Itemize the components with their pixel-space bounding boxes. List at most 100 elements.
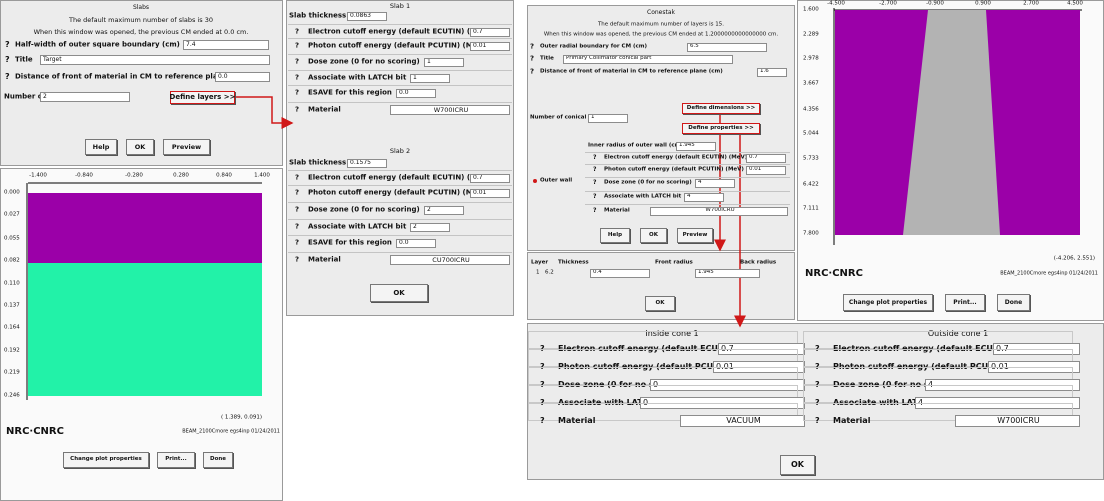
input-field[interactable]: 4 xyxy=(695,178,735,188)
button[interactable]: Done xyxy=(997,294,1030,311)
field-label: Photon cutoff energy (default PCUTIN) (M… xyxy=(308,188,487,197)
input-field[interactable]: 0.4 xyxy=(590,268,650,278)
dropdown[interactable]: W700ICRU xyxy=(390,105,510,115)
button[interactable]: Help xyxy=(600,228,630,243)
cursor-readout: ( 1.389, 0.091) xyxy=(220,414,262,421)
section-title: Slab 1 xyxy=(389,1,411,10)
dropdown[interactable]: W700ICRU xyxy=(955,415,1080,427)
button[interactable]: Preview xyxy=(677,228,713,243)
field-label: Material xyxy=(308,105,341,114)
help-mark: ? xyxy=(593,154,597,161)
logo: NRC·CNRC xyxy=(6,426,64,437)
x-tick-label: 0.280 xyxy=(173,172,189,179)
input-field[interactable]: 1.945 xyxy=(676,141,716,151)
input-field[interactable]: 0.01 xyxy=(746,165,786,175)
input-field[interactable]: 1.6 xyxy=(757,67,787,77)
input-field[interactable]: 0.01 xyxy=(470,188,510,198)
button[interactable]: OK xyxy=(126,139,154,155)
dropdown[interactable]: VACUUM xyxy=(680,415,805,427)
field-label: Material xyxy=(833,416,871,425)
field-label: Half-width of outer square boundary (cm) xyxy=(15,40,180,49)
x-tick-label: -1.400 xyxy=(29,172,47,179)
input-field[interactable]: 4 xyxy=(684,192,724,202)
help-mark: ? xyxy=(295,188,300,197)
field-label: Photon cutoff energy (default PCUTIN) (M… xyxy=(604,166,744,173)
help-mark: ? xyxy=(815,362,820,371)
separator xyxy=(585,164,790,165)
dropdown[interactable]: W700ICRU xyxy=(650,206,788,216)
define-button[interactable]: Define dimensions >> xyxy=(682,103,760,114)
dialog-title: Conestak xyxy=(647,9,675,16)
input-field[interactable]: 0.0 xyxy=(215,72,270,82)
help-mark: ? xyxy=(593,207,597,214)
field-label: Material xyxy=(308,255,341,264)
field-label: ESAVE for this region xyxy=(308,88,392,97)
y-tick-label: 5.044 xyxy=(803,130,819,137)
define-button[interactable]: Define properties >> xyxy=(682,123,760,134)
input-field[interactable]: 1 xyxy=(410,73,450,83)
separator xyxy=(288,70,512,71)
separator xyxy=(288,102,512,103)
input-field[interactable]: 1 xyxy=(588,113,628,123)
input-field[interactable]: 2 xyxy=(40,92,130,102)
button[interactable]: Print... xyxy=(945,294,985,311)
button[interactable]: OK xyxy=(645,296,675,311)
input-field[interactable]: 1.945 xyxy=(695,268,760,278)
cell: 6.2 xyxy=(545,269,554,276)
help-mark: ? xyxy=(530,42,535,51)
input-field[interactable]: 0.7 xyxy=(746,153,786,163)
input-field[interactable]: Target xyxy=(40,55,270,65)
dropdown[interactable]: CU700ICRU xyxy=(390,255,510,265)
input-field[interactable]: Primary Collimator conical part xyxy=(563,54,733,64)
help-mark: ? xyxy=(295,27,300,36)
button[interactable]: OK xyxy=(640,228,667,243)
button[interactable]: Print... xyxy=(157,452,195,468)
button[interactable]: Help xyxy=(85,139,117,155)
field-label: Title xyxy=(15,55,33,64)
column-header: Thickness xyxy=(558,259,589,266)
bullet xyxy=(533,179,537,183)
field-label: Slab thickness (cm) xyxy=(289,11,367,20)
input-field[interactable]: 0.0 xyxy=(396,88,436,98)
button[interactable]: OK xyxy=(370,284,428,302)
help-mark: ? xyxy=(295,205,300,214)
info-text: The default maximum number of layers is … xyxy=(597,21,725,28)
button[interactable]: Preview xyxy=(163,139,210,155)
section-title: Slab 2 xyxy=(389,146,411,155)
field-label: Inner radius of outer wall (cm) xyxy=(588,142,683,149)
x-tick-label: -0.840 xyxy=(75,172,93,179)
input-field[interactable]: 0.0863 xyxy=(347,11,387,21)
stamp: BEAM_2100Cmore egs4inp 01/24/2011 xyxy=(1000,270,1098,277)
y-tick-label: 0.110 xyxy=(4,280,20,287)
input-field[interactable]: 0.01 xyxy=(470,41,510,51)
help-mark: ? xyxy=(815,398,820,407)
input-field[interactable]: 0.7 xyxy=(470,173,510,183)
button[interactable]: Change plot properties xyxy=(843,294,933,311)
field-label: Associate with LATCH bit xyxy=(604,193,682,200)
button[interactable]: OK xyxy=(780,455,815,475)
column-header: Layer xyxy=(531,259,549,266)
input-field[interactable]: 6.5 xyxy=(687,42,767,52)
input-field[interactable]: 7.4 xyxy=(183,40,269,50)
logo: NRC·CNRC xyxy=(805,268,863,279)
help-mark: ? xyxy=(530,54,535,63)
input-field[interactable]: 0.0 xyxy=(396,238,436,248)
input-field[interactable]: 0.7 xyxy=(470,27,510,37)
x-tick-label: 0.900 xyxy=(975,0,991,7)
y-tick-label: 0.192 xyxy=(4,347,20,354)
field-label: Associate with LATCH bit xyxy=(308,73,407,82)
define-button[interactable]: Define layers >> xyxy=(170,91,235,104)
y-tick-label: 2.289 xyxy=(803,31,819,38)
input-field[interactable]: 0.1575 xyxy=(347,158,387,168)
help-mark: ? xyxy=(815,344,820,353)
x-tick-label: 0.840 xyxy=(216,172,232,179)
button[interactable]: Change plot properties xyxy=(63,452,149,468)
button[interactable]: Done xyxy=(203,452,233,468)
input-field[interactable]: 2 xyxy=(424,205,464,215)
input-field[interactable]: 1 xyxy=(424,57,464,67)
help-mark: ? xyxy=(540,416,545,425)
field-label: Dose zone (0 for no scoring) xyxy=(558,380,686,389)
input-field[interactable]: 2 xyxy=(410,222,450,232)
slabs-dialog xyxy=(0,0,283,166)
